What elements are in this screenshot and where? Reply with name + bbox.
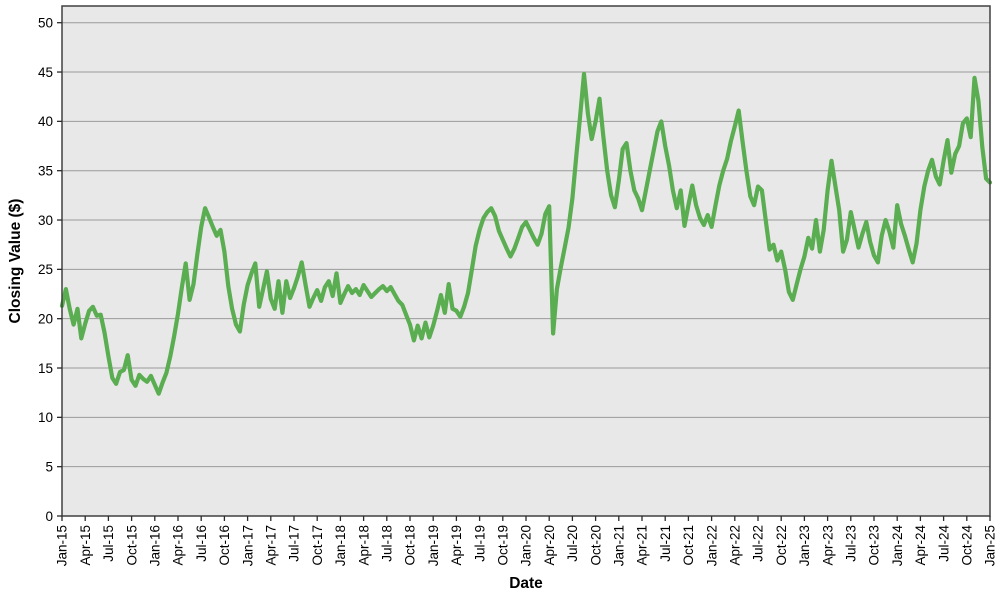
x-tick-label: Jul-23 <box>844 525 859 562</box>
x-tick-label: Apr-16 <box>171 525 186 566</box>
x-tick-label: Jan-18 <box>333 525 348 566</box>
x-tick-label: Jan-16 <box>148 525 163 566</box>
x-tick-label: Apr-17 <box>264 525 279 566</box>
x-tick-label: Jan-15 <box>55 525 70 566</box>
x-tick-label: Oct-16 <box>217 525 232 566</box>
y-tick-label: 50 <box>38 16 53 31</box>
x-tick-label: Jul-16 <box>194 525 209 562</box>
x-tick-label: Jan-24 <box>890 525 905 567</box>
plot-area <box>62 6 990 516</box>
x-tick-label: Oct-19 <box>496 525 511 566</box>
y-tick-label: 25 <box>38 262 53 277</box>
x-tick-label: Jul-19 <box>472 525 487 562</box>
x-tick-label: Apr-21 <box>635 525 650 566</box>
x-tick-label: Oct-17 <box>310 525 325 566</box>
x-tick-label: Jul-18 <box>380 525 395 562</box>
y-tick-label: 35 <box>38 163 53 178</box>
x-tick-label: Jan-21 <box>612 525 627 566</box>
x-tick-label: Oct-24 <box>960 525 975 566</box>
x-tick-label: Oct-22 <box>774 525 789 566</box>
x-tick-label: Jan-20 <box>519 525 534 566</box>
x-tick-label: Jul-24 <box>936 525 951 562</box>
y-tick-label: 45 <box>38 65 53 80</box>
x-tick-label: Jul-15 <box>101 525 116 562</box>
x-tick-label: Apr-23 <box>820 525 835 566</box>
y-tick-label: 5 <box>45 459 53 474</box>
x-tick-label: Apr-24 <box>913 525 928 566</box>
x-tick-label: Jul-20 <box>565 525 580 562</box>
gridlines <box>62 22 990 517</box>
x-tick-label: Oct-20 <box>588 525 603 566</box>
x-tick-label: Jul-22 <box>751 525 766 562</box>
y-tick-label: 10 <box>38 410 53 425</box>
x-tick-label: Jan-19 <box>426 525 441 566</box>
x-tick-label: Apr-15 <box>78 525 93 566</box>
y-tick-label: 40 <box>38 114 53 129</box>
x-tick-label: Apr-19 <box>449 525 464 566</box>
x-tick-label: Oct-23 <box>867 525 882 566</box>
x-tick-label: Jul-21 <box>658 525 673 562</box>
x-tick-label: Jul-17 <box>287 525 302 562</box>
x-tick-label: Jan-17 <box>240 525 255 566</box>
x-tick-label: Jan-22 <box>704 525 719 566</box>
x-axis-tick-labels: Jan-15 Apr-15 Jul-15 Oct-15 Jan-16 Apr-16 Jul-… <box>55 525 998 567</box>
x-tick-label: Jan-25 <box>983 525 998 566</box>
y-axis-tick-labels: 0 5 10 15 20 25 30 35 40 45 50 <box>38 16 53 524</box>
x-tick-label: Jan-23 <box>797 525 812 566</box>
y-tick-label: 15 <box>38 361 53 376</box>
closing-value-line <box>59 71 993 396</box>
axis-ticks <box>57 22 991 521</box>
y-tick-label: 30 <box>38 213 53 228</box>
y-tick-label: 0 <box>45 509 53 524</box>
x-tick-label: Apr-18 <box>356 525 371 566</box>
y-tick-label: 20 <box>38 311 53 326</box>
y-axis-title: Closing Value ($) <box>7 199 24 324</box>
x-axis-title: Date <box>509 575 543 592</box>
x-tick-label: Apr-22 <box>728 525 743 566</box>
x-tick-label: Oct-21 <box>681 525 696 566</box>
x-tick-label: Oct-15 <box>124 525 139 566</box>
x-tick-label: Oct-18 <box>403 525 418 566</box>
x-tick-label: Apr-20 <box>542 525 557 566</box>
